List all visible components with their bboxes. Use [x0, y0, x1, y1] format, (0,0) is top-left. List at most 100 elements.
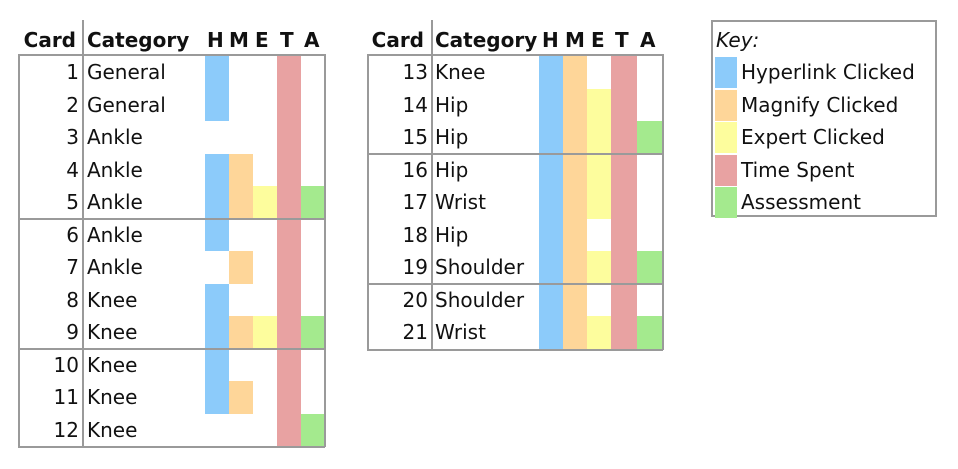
- cell-h-card-18: [539, 218, 563, 251]
- cell-m-card-16: [563, 153, 587, 186]
- cell-t-card-20: [611, 283, 637, 316]
- card-number: 19: [402, 255, 428, 279]
- card-category: Shoulder: [435, 255, 525, 279]
- cell-e-card-14: [587, 88, 611, 121]
- card-category: Ankle: [87, 255, 143, 279]
- cell-h-card-14: [539, 88, 563, 121]
- cell-h-card-10: [205, 348, 229, 381]
- cell-h-card-2: [205, 88, 229, 121]
- card-number: 8: [66, 287, 79, 312]
- key-label-hyperlink: Hyperlink Clicked: [741, 60, 915, 84]
- card-category: Wrist: [435, 190, 486, 214]
- table-column-separator: [431, 20, 433, 350]
- cell-a-card-9: [301, 316, 325, 349]
- cell-m-card-4: [229, 153, 253, 186]
- card-category: Knee: [87, 352, 138, 377]
- key-label-expert: Expert Clicked: [741, 125, 885, 149]
- card-number: 3: [66, 125, 79, 149]
- cell-t-card-7: [277, 251, 301, 284]
- card-category: Hip: [435, 125, 469, 149]
- cell-e-card-19: [587, 251, 611, 284]
- card-category: Knee: [87, 385, 138, 409]
- card-number: 18: [402, 222, 428, 247]
- cell-m-card-9: [229, 316, 253, 349]
- card-number: 12: [53, 417, 79, 442]
- group-divider: [367, 282, 663, 285]
- card-number: 5: [66, 190, 79, 214]
- cell-t-card-3: [277, 121, 301, 154]
- cell-h-card-9: [205, 316, 229, 349]
- cell-t-card-12: [277, 413, 301, 446]
- cell-h-card-17: [539, 186, 563, 219]
- cell-e-card-9: [253, 316, 277, 349]
- key-label-time: Time Spent: [741, 158, 855, 182]
- cell-t-card-1: [277, 56, 301, 89]
- card-category: Shoulder: [435, 287, 525, 312]
- cell-h-card-13: [539, 56, 563, 89]
- cell-a-card-21: [637, 316, 663, 349]
- header-category: Category: [87, 28, 190, 52]
- cell-m-card-17: [563, 186, 587, 219]
- key-swatch-time: [715, 155, 737, 186]
- cell-t-card-17: [611, 186, 637, 219]
- header-t: T: [280, 28, 294, 52]
- cell-t-card-21: [611, 316, 637, 349]
- key-legend-box: [711, 20, 937, 217]
- header-a: A: [640, 28, 656, 52]
- card-category: Hip: [435, 92, 469, 117]
- card-number: 17: [402, 190, 428, 214]
- card-number: 10: [53, 352, 79, 377]
- card-category: General: [87, 92, 166, 117]
- header-card: Card: [23, 28, 76, 52]
- cell-t-card-13: [611, 56, 637, 89]
- table-right-border: [324, 54, 326, 447]
- cell-m-card-19: [563, 251, 587, 284]
- cell-a-card-5: [301, 186, 325, 219]
- table-bottom-border: [18, 446, 325, 448]
- cell-m-card-14: [563, 88, 587, 121]
- table-bottom-border: [367, 348, 663, 351]
- card-number: 21: [402, 320, 428, 344]
- card-category: Ankle: [87, 222, 143, 247]
- cell-h-card-5: [205, 186, 229, 219]
- cell-e-card-17: [587, 186, 611, 219]
- card-category: Knee: [435, 60, 486, 84]
- cell-t-card-5: [277, 186, 301, 219]
- card-number: 13: [402, 60, 428, 84]
- cell-h-card-4: [205, 153, 229, 186]
- header-m: M: [565, 28, 585, 52]
- header-m: M: [229, 28, 249, 52]
- card-category: Ankle: [87, 125, 143, 149]
- cell-m-card-7: [229, 251, 253, 284]
- table-left-border: [367, 54, 369, 350]
- card-category: Knee: [87, 320, 138, 344]
- group-divider: [18, 347, 325, 350]
- header-h: H: [207, 28, 224, 52]
- cell-a-card-19: [637, 251, 663, 284]
- card-category: Ankle: [87, 190, 143, 214]
- cell-m-card-15: [563, 121, 587, 154]
- cell-m-card-21: [563, 316, 587, 349]
- cell-t-card-18: [611, 218, 637, 251]
- card-number: 2: [66, 92, 79, 117]
- key-title: Key:: [716, 28, 760, 52]
- cell-t-card-4: [277, 153, 301, 186]
- cell-h-card-8: [205, 283, 229, 316]
- cell-h-card-19: [539, 251, 563, 284]
- table-column-separator: [82, 20, 84, 447]
- header-t: T: [615, 28, 629, 52]
- group-divider: [367, 54, 663, 56]
- group-divider: [18, 54, 325, 56]
- card-number: 11: [53, 385, 79, 409]
- cell-h-card-1: [205, 56, 229, 89]
- group-divider: [18, 217, 325, 220]
- cell-h-card-20: [539, 283, 563, 316]
- cell-h-card-11: [205, 381, 229, 414]
- card-number: 4: [66, 157, 79, 182]
- header-a: A: [304, 28, 320, 52]
- card-number: 7: [66, 255, 79, 279]
- header-category: Category: [435, 28, 538, 52]
- cell-t-card-2: [277, 88, 301, 121]
- card-number: 14: [402, 92, 428, 117]
- card-category: Knee: [87, 417, 138, 442]
